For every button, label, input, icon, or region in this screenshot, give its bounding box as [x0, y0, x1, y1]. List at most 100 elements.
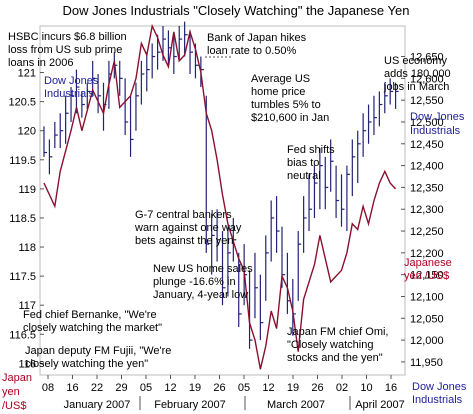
annotation-line: HSBC incurs $6.8 billion	[8, 31, 127, 43]
left-tick-label: 117.5	[9, 271, 36, 283]
x-tick-label: 19	[287, 382, 299, 394]
x-month-label: April 2007	[355, 399, 405, 411]
x-axis-months: January 2007 February 2007 March 2007 April…	[64, 396, 405, 411]
x-tick-label: 22	[91, 382, 103, 394]
left-axis-label: Japan yen /US$	[2, 372, 32, 412]
annotation-line: yen /US$	[404, 270, 449, 282]
annotation-line: US economy	[384, 55, 447, 67]
annotation-line: Dow Jones	[412, 381, 467, 393]
left-axis-label-line1: Japan	[2, 372, 32, 384]
annotation-line: "Closely watching	[287, 339, 373, 351]
annotation-line: $210,600 in Jan	[251, 112, 329, 124]
x-tick-label: 26	[213, 382, 225, 394]
annotation-line: Japan FM chief Omi,	[287, 326, 388, 338]
x-tick-label: 05	[140, 382, 152, 394]
series-dow-jones	[43, 21, 399, 349]
right-tick-label: 12,300	[410, 204, 444, 216]
right-axis-label-line2: Industrials	[410, 125, 461, 137]
chart-title: Dow Jones Industrials "Closely Watching"…	[63, 3, 410, 18]
right-axis-label-line1: Dow Jones	[410, 111, 465, 123]
right-tick-label: 12,200	[410, 248, 444, 260]
right-tick-label: 12,350	[410, 182, 444, 194]
right-tick-label: 12,550	[410, 95, 444, 107]
right-tick-label: 12,450	[410, 139, 444, 151]
annotation-line: Bank of Japan hikes	[207, 32, 307, 44]
annotation-line: January, 4-year low	[153, 289, 248, 301]
annotation-line: neutral	[287, 170, 321, 182]
x-tick-label: 10	[360, 382, 372, 394]
annotation-line: bias to	[287, 157, 319, 169]
right-tick-label: 11,950	[410, 357, 443, 369]
right-tick-label: 12,150	[410, 270, 444, 282]
left-tick-label: 120	[18, 126, 36, 138]
right-tick-label: 12,500	[410, 117, 444, 129]
x-month-label: January 2007	[64, 399, 131, 411]
plot-frame	[39, 25, 406, 376]
left-tick-label: 121	[18, 68, 36, 80]
annotation-line: loan rate to 0.50%	[207, 45, 297, 57]
x-tick-label: 08	[42, 382, 54, 394]
left-axis-label-line3: /US$	[2, 400, 26, 412]
left-tick-label: 118	[18, 242, 36, 254]
annotation-line: Fed shifts	[287, 144, 335, 156]
right-tick-label: 12,050	[410, 313, 444, 325]
annotation-line: G-7 central bankers	[135, 209, 232, 221]
yen-line	[43, 23, 397, 370]
annotation-line: home price	[251, 86, 305, 98]
annotation-line: loss from US sub prime	[8, 44, 122, 56]
x-tick-label: 02	[336, 382, 348, 394]
x-month-label: March 2007	[267, 399, 325, 411]
annotation-line: adds 180,000	[384, 68, 451, 80]
annotation-line: Japan deputy FM Fujii, "We're	[25, 345, 171, 357]
annotation-line: Average US	[251, 73, 310, 85]
right-tick-label: 12,650	[410, 52, 444, 64]
left-tick-label: 120.5	[8, 97, 36, 109]
left-axis-label-line2: yen	[2, 386, 20, 398]
annotation-line: New US home sales	[153, 263, 253, 275]
annotation-line: Dow Jones	[44, 75, 99, 87]
x-axis-ticks: 08 16 22 29 05 12 19 26 05 12 19 26 02 10 16	[42, 375, 397, 394]
x-tick-label: 26	[311, 382, 323, 394]
right-axis-ticks: 12,650 12,600 12,550 12,500 12,450 12,400 12,3…	[401, 52, 444, 369]
annotation-line: warn against one way	[134, 222, 242, 234]
annotation-line: bets against the yen	[135, 235, 233, 247]
right-tick-label: 12,250	[410, 226, 444, 238]
annotation-line: tumbles 5% to	[251, 99, 321, 111]
right-tick-label: 12,000	[410, 335, 444, 347]
x-tick-label: 05	[238, 382, 250, 394]
annotation-line: Industrials	[412, 394, 463, 406]
series-yen	[43, 23, 397, 370]
annotation-line: plunge -16.6% in	[153, 276, 236, 288]
annotation-line: Fed chief Bernanke, "We're	[23, 309, 157, 321]
left-tick-label: 116.5	[9, 329, 36, 341]
x-tick-label: 12	[164, 382, 176, 394]
annotation-line: Japanese	[404, 257, 452, 269]
annotation-line: jobs in March	[383, 81, 449, 93]
left-tick-label: 118.5	[9, 213, 36, 225]
right-tick-label: 12,600	[410, 73, 444, 85]
left-axis-ticks: 121 120.5 120 119.5 119 118.5 118 117.5 117 116.5…	[8, 68, 44, 370]
left-tick-label: 119	[18, 184, 36, 196]
x-tick-label: 16	[385, 382, 397, 394]
right-tick-label: 12,400	[410, 161, 444, 173]
annotation-omi: Japan FM chief Omi,"Closely watchingstoc…	[287, 326, 388, 364]
left-tick-label: 116	[18, 358, 36, 370]
left-tick-label: 119.5	[9, 155, 36, 167]
x-tick-label: 12	[262, 382, 274, 394]
right-tick-label: 12,100	[410, 291, 444, 303]
annotation-line: Industrials	[44, 88, 95, 100]
annotation-line: stocks and the yen"	[287, 352, 383, 364]
annotation-line: closely watching the yen"	[25, 358, 148, 370]
